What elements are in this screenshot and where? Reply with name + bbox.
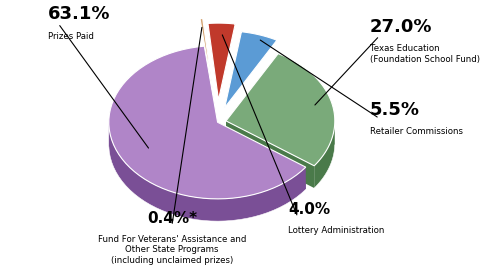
Text: Retailer Commissions: Retailer Commissions	[370, 127, 462, 136]
Text: Fund For Veterans' Assistance and
Other State Programs
(including unclaimed priz: Fund For Veterans' Assistance and Other …	[98, 235, 246, 265]
Polygon shape	[109, 125, 306, 221]
Polygon shape	[314, 123, 335, 188]
Text: 5.5%: 5.5%	[370, 101, 420, 119]
Text: Texas Education
(Foundation School Fund): Texas Education (Foundation School Fund)	[370, 44, 480, 64]
Polygon shape	[226, 54, 335, 166]
Polygon shape	[226, 121, 314, 188]
Polygon shape	[208, 23, 235, 100]
Text: Prizes Paid: Prizes Paid	[48, 32, 94, 41]
Text: 27.0%: 27.0%	[370, 18, 432, 36]
Polygon shape	[200, 18, 213, 95]
Polygon shape	[218, 122, 306, 189]
Text: 63.1%: 63.1%	[48, 5, 110, 23]
Text: Lottery Administration: Lottery Administration	[288, 226, 384, 235]
Polygon shape	[109, 46, 306, 199]
Text: 4.0%: 4.0%	[288, 202, 330, 218]
Polygon shape	[224, 32, 277, 108]
Text: 0.4%*: 0.4%*	[147, 211, 197, 226]
